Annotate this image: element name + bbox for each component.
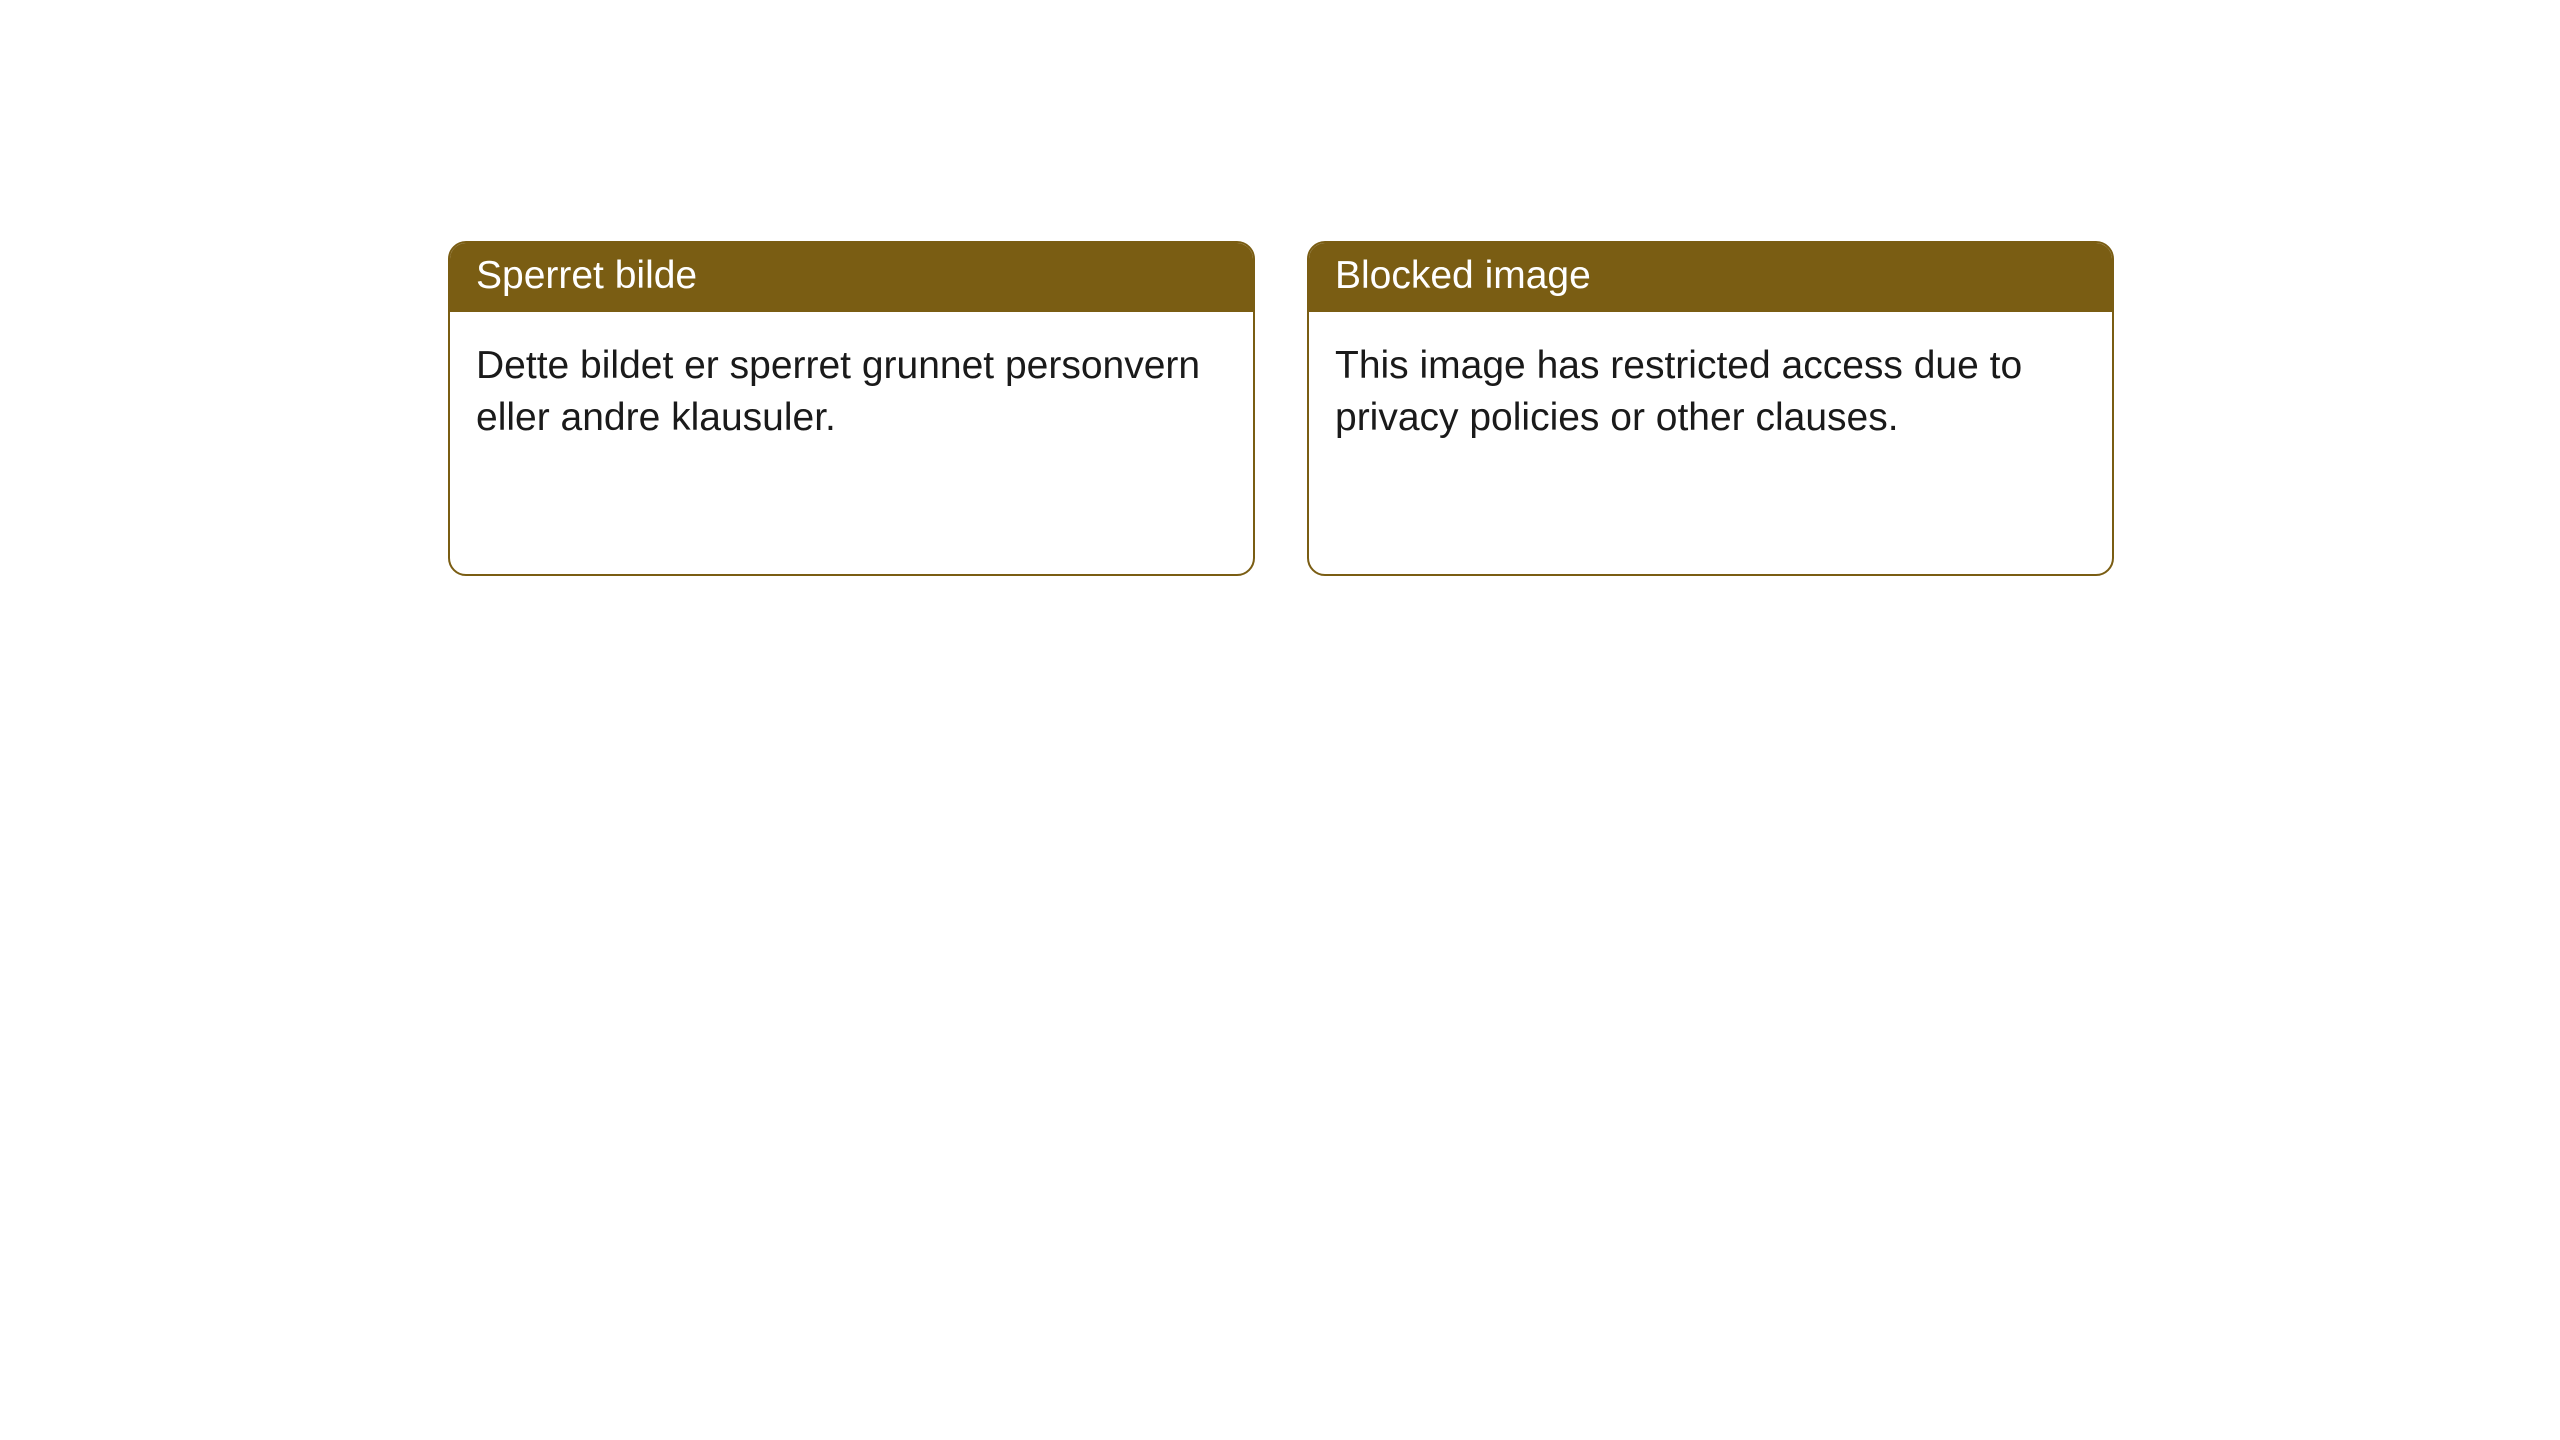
notice-body: This image has restricted access due to … xyxy=(1309,312,2112,473)
notice-box-english: Blocked image This image has restricted … xyxy=(1307,241,2114,576)
notice-box-norwegian: Sperret bilde Dette bildet er sperret gr… xyxy=(448,241,1255,576)
notice-body: Dette bildet er sperret grunnet personve… xyxy=(450,312,1253,473)
notice-container: Sperret bilde Dette bildet er sperret gr… xyxy=(0,0,2560,576)
notice-header: Sperret bilde xyxy=(450,243,1253,312)
notice-header: Blocked image xyxy=(1309,243,2112,312)
